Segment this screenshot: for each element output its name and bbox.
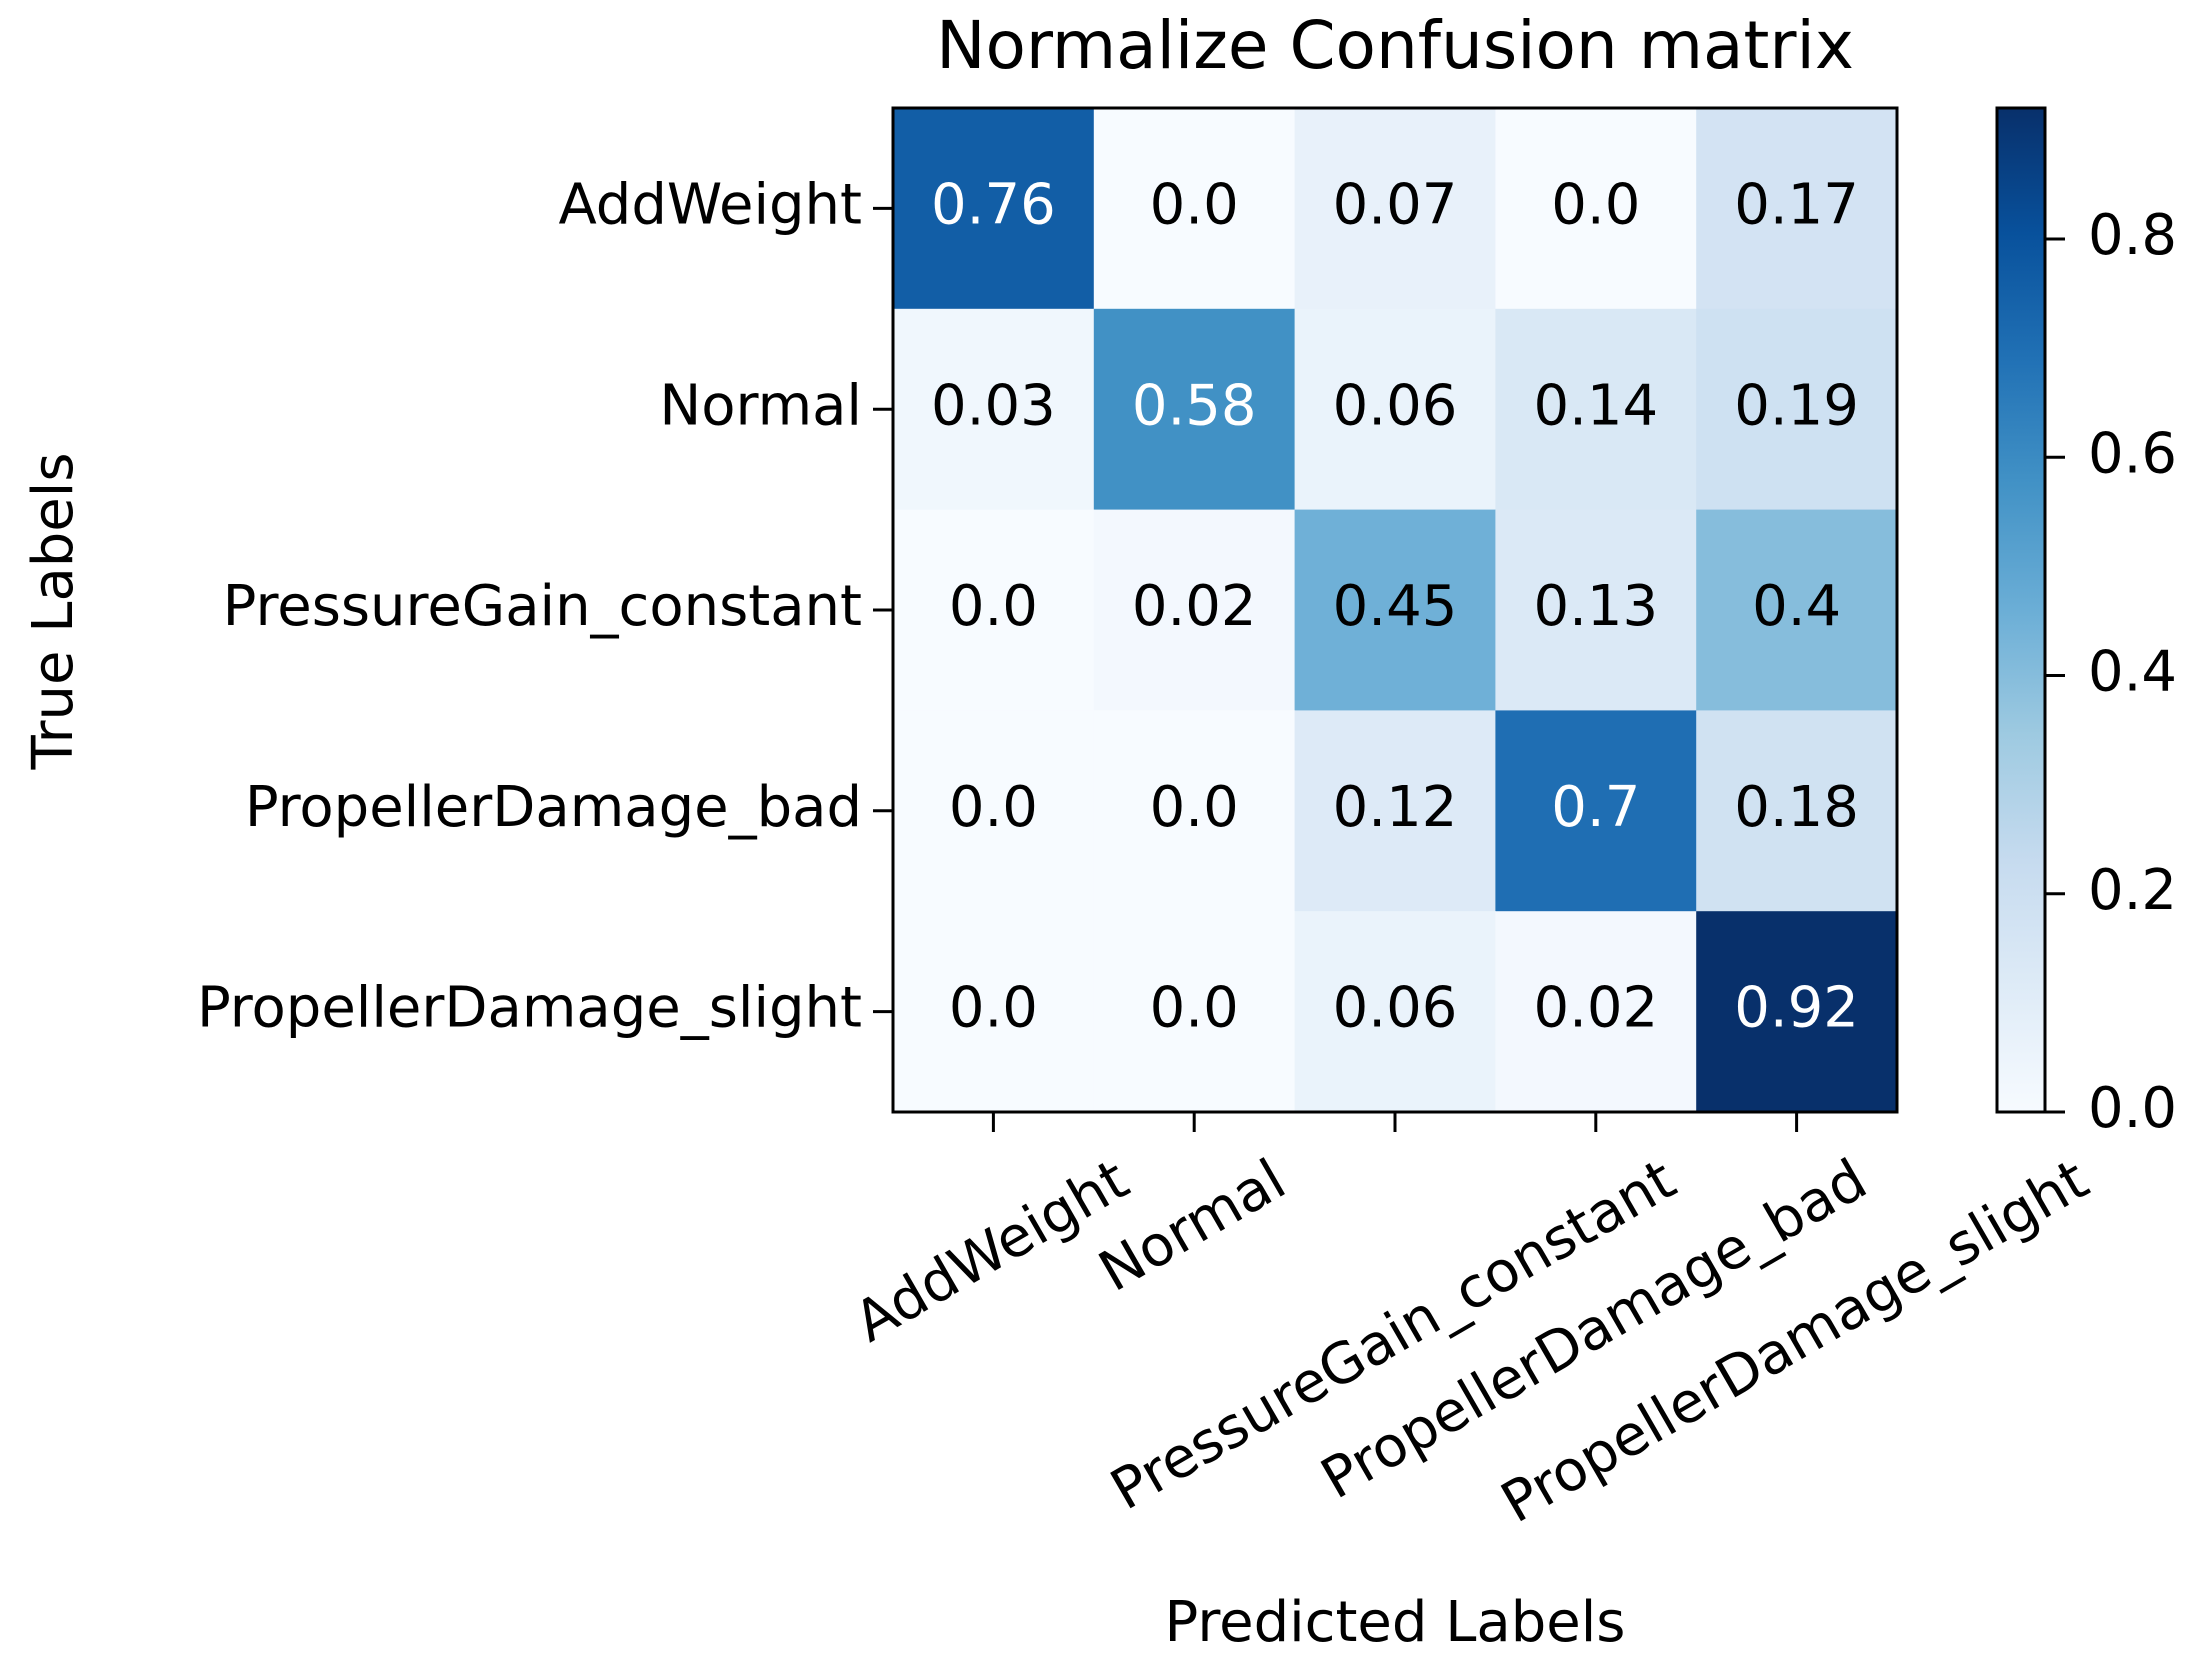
- colorbar-tick-label: 0.2: [2088, 858, 2177, 923]
- cell-label: 0.14: [1533, 373, 1658, 438]
- cell-label: 0.0: [1551, 173, 1640, 238]
- cell-label: 0.0: [949, 775, 1038, 840]
- heatmap-cell: [1495, 911, 1697, 1113]
- heatmap-cell: [893, 710, 1095, 912]
- colorbar-tick-label: 0.0: [2088, 1076, 2177, 1141]
- cell-label: 0.06: [1333, 373, 1458, 438]
- cell-label: 0.12: [1333, 775, 1458, 840]
- cell-label: 0.17: [1734, 173, 1859, 238]
- heatmap-cell: [1294, 911, 1496, 1113]
- cell-label: 0.92: [1734, 976, 1859, 1041]
- heatmap-cell: [1696, 308, 1898, 511]
- heatmap-cell: [1294, 710, 1496, 912]
- cell-label: 0.18: [1734, 775, 1859, 840]
- heatmap-cell: [1696, 509, 1898, 711]
- cell-label: 0.02: [1132, 574, 1257, 639]
- heatmap-cell: [1696, 911, 1898, 1113]
- colorbar: [1995, 106, 2047, 1114]
- y-tick-label: Normal: [659, 373, 862, 438]
- heatmap-cell: [893, 911, 1095, 1113]
- heatmap-cell: [1294, 509, 1496, 711]
- heatmap-cell: [1495, 308, 1697, 511]
- colorbar-tick-label: 0.4: [2088, 640, 2177, 705]
- cell-label: 0.4: [1752, 574, 1841, 639]
- y-tick-label: PressureGain_constant: [223, 574, 862, 639]
- heatmap-cell: [1093, 710, 1296, 912]
- cell-label: 0.0: [949, 976, 1038, 1041]
- cell-label: 0.0: [1150, 775, 1239, 840]
- heatmap-cell: [893, 308, 1095, 511]
- heatmap-cell: [1696, 108, 1898, 310]
- cell-label: 0.19: [1734, 373, 1859, 438]
- chart-title: Normalize Confusion matrix: [936, 7, 1854, 84]
- cell-label: 0.0: [949, 574, 1038, 639]
- heatmap-cell: [1093, 108, 1296, 310]
- heatmap-cell: [1495, 108, 1697, 310]
- heatmap-cell: [893, 509, 1095, 711]
- colorbar-tick-label: 0.8: [2088, 203, 2177, 268]
- cell-label: 0.7: [1551, 775, 1640, 840]
- y-tick-label: PropellerDamage_slight: [197, 976, 862, 1041]
- cell-label: 0.07: [1333, 173, 1458, 238]
- cell-label: 0.58: [1132, 373, 1257, 438]
- y-tick-label: AddWeight: [558, 173, 862, 238]
- y-tick-label: PropellerDamage_bad: [245, 775, 862, 840]
- cell-label: 0.03: [931, 373, 1056, 438]
- heatmap-cell: [1495, 710, 1697, 912]
- heatmap-cell: [1495, 509, 1697, 711]
- heatmap-cell: [1294, 108, 1496, 310]
- heatmap-cell: [1093, 911, 1296, 1113]
- heatmap-cell: [893, 108, 1095, 310]
- heatmap-cell: [1696, 710, 1898, 912]
- heatmap-cell: [1093, 509, 1296, 711]
- cell-label: 0.13: [1533, 574, 1658, 639]
- cell-label: 0.06: [1333, 976, 1458, 1041]
- cell-label: 0.0: [1150, 173, 1239, 238]
- heatmap-cell: [1294, 308, 1496, 511]
- cell-label: 0.45: [1333, 574, 1458, 639]
- colorbar-tick-label: 0.6: [2088, 421, 2177, 486]
- heatmap-cell: [1093, 308, 1296, 511]
- cell-label: 0.02: [1533, 976, 1658, 1041]
- y-axis-label: True Labels: [21, 453, 86, 771]
- cell-label: 0.0: [1150, 976, 1239, 1041]
- cell-label: 0.76: [931, 173, 1056, 238]
- x-axis-label: Predicted Labels: [1165, 1590, 1626, 1655]
